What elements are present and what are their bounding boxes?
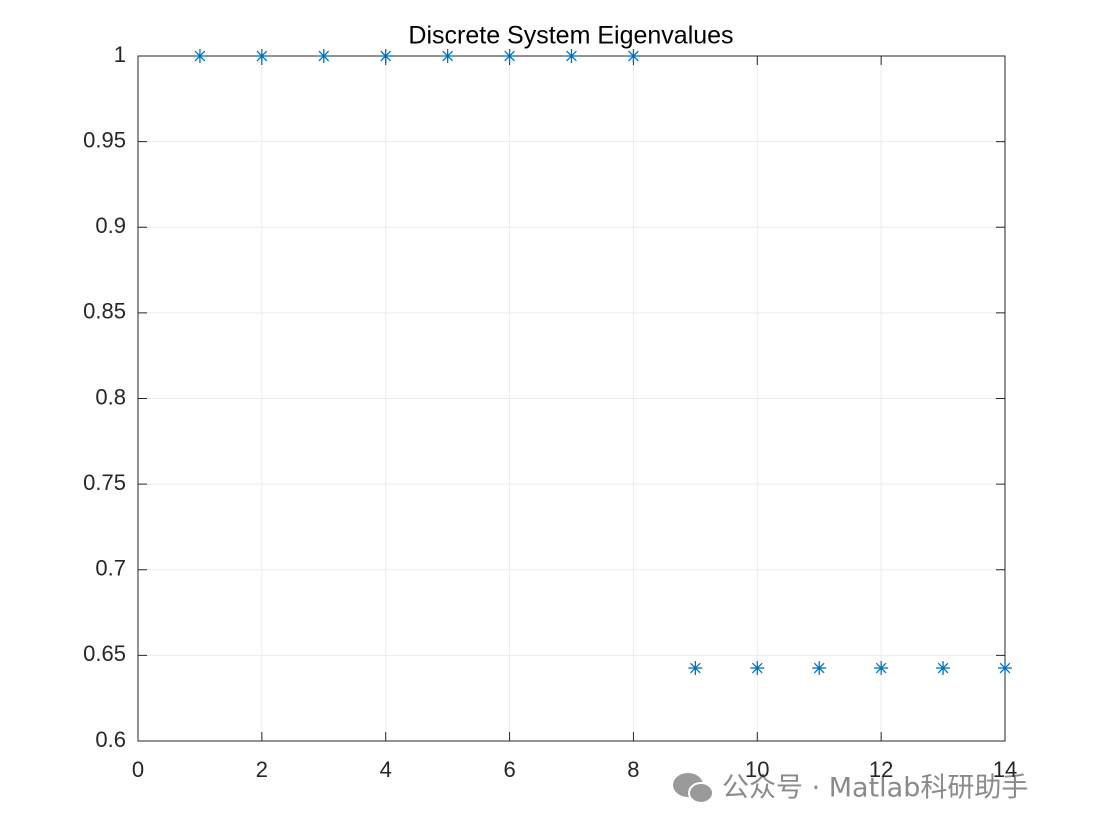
marker: [378, 49, 393, 63]
x-tick-label: 2: [256, 757, 268, 782]
marker: [564, 49, 579, 63]
marker-stroke: [999, 662, 1011, 674]
wechat-icon: [673, 773, 714, 804]
y-tick-label: 0.8: [95, 384, 126, 409]
watermark: 公众号 · Matlab科研助手: [722, 773, 1028, 804]
marker-stroke: [689, 662, 701, 674]
marker-stroke: [937, 662, 949, 674]
marker: [874, 661, 889, 676]
marker: [192, 49, 207, 63]
x-tick-label: 10: [745, 757, 769, 782]
marker-stroke: [504, 50, 515, 62]
y-tick-label: 0.6: [95, 727, 126, 752]
y-tick-label: 0.65: [83, 641, 126, 666]
marker: [750, 661, 765, 676]
marker: [998, 661, 1012, 676]
y-tick-label: 1: [114, 42, 126, 67]
marker-stroke: [875, 662, 887, 674]
y-tick-label: 0.75: [83, 470, 126, 495]
marker: [626, 49, 641, 63]
marker: [316, 49, 331, 63]
marker-stroke: [380, 50, 392, 62]
x-tick-label: 8: [627, 757, 639, 782]
x-tick-label: 6: [503, 757, 515, 782]
y-tick-label: 0.7: [95, 556, 126, 581]
marker-stroke: [442, 50, 454, 62]
marker: [812, 661, 827, 676]
marker-stroke: [813, 662, 825, 674]
marker: [502, 49, 517, 63]
x-tick-label: 4: [380, 757, 392, 782]
marker: [936, 661, 951, 676]
marker-stroke: [194, 50, 206, 62]
y-tick-label: 0.85: [83, 299, 126, 324]
x-tick-label: 14: [993, 757, 1017, 782]
marker: [440, 49, 455, 63]
marker-stroke: [256, 50, 268, 62]
y-tick-label: 0.9: [95, 213, 126, 238]
y-tick-label: 0.95: [83, 127, 126, 152]
x-tick-label: 12: [869, 757, 893, 782]
marker-stroke: [318, 50, 330, 62]
marker-stroke: [751, 662, 763, 674]
marker-stroke: [628, 50, 639, 62]
chart-title: Discrete System Eigenvalues: [408, 22, 733, 50]
marker: [254, 49, 269, 63]
marker-stroke: [566, 50, 577, 62]
marker: [688, 661, 703, 676]
x-tick-label: 0: [132, 757, 144, 782]
